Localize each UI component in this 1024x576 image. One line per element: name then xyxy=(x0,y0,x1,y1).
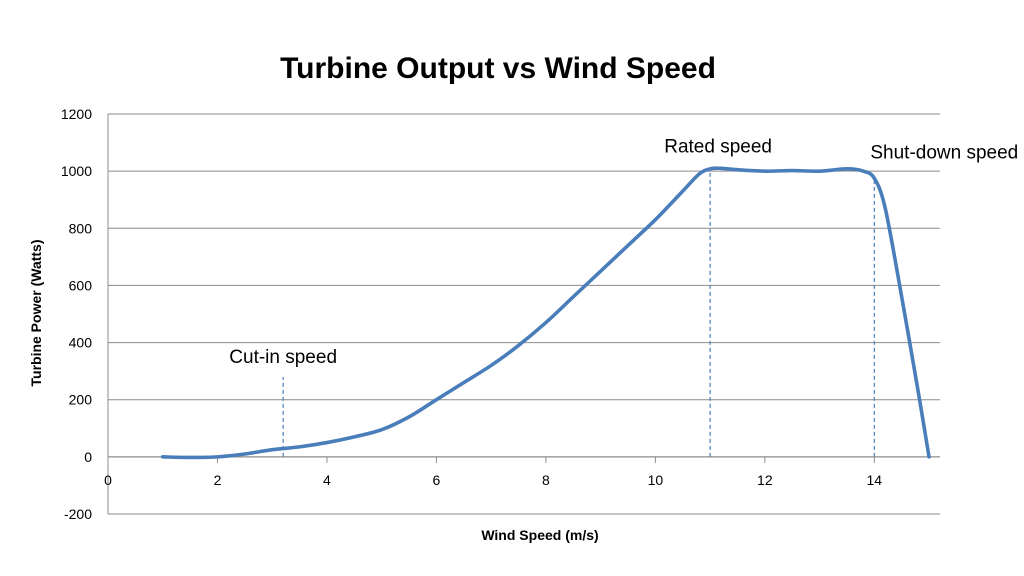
x-tick-label: 0 xyxy=(104,472,112,488)
x-axis-title: Wind Speed (m/s) xyxy=(481,527,598,543)
data-point xyxy=(681,190,684,193)
x-tick-label: 2 xyxy=(214,472,222,488)
data-point xyxy=(572,295,575,298)
data-point xyxy=(763,170,766,173)
data-point xyxy=(517,344,520,347)
y-tick-label: 800 xyxy=(69,220,93,236)
y-tick-label: 1200 xyxy=(61,106,92,122)
y-axis-title: Turbine Power (Watts) xyxy=(28,240,44,387)
data-point xyxy=(435,398,438,401)
data-point xyxy=(243,452,246,455)
data-point xyxy=(216,455,219,458)
x-tick-label: 12 xyxy=(757,472,773,488)
power-curve-line xyxy=(160,166,931,460)
data-point xyxy=(736,168,739,171)
data-point xyxy=(862,170,865,173)
axes xyxy=(107,114,940,514)
data-point xyxy=(544,321,547,324)
y-tick-label: 600 xyxy=(69,277,93,293)
data-point xyxy=(161,455,164,458)
x-tick-label: 4 xyxy=(323,472,331,488)
data-point xyxy=(271,448,274,451)
data-point xyxy=(626,244,629,247)
data-point xyxy=(380,428,383,431)
data-point xyxy=(917,390,920,393)
data-point xyxy=(719,167,722,170)
data-point xyxy=(654,218,657,221)
x-tick-label: 8 xyxy=(542,472,550,488)
annotation-label: Rated speed xyxy=(664,136,772,157)
chart-title: Turbine Output vs Wind Speed xyxy=(280,52,716,85)
data-point xyxy=(407,415,410,418)
data-point xyxy=(791,169,794,172)
data-point xyxy=(818,170,821,173)
y-tick-label: 400 xyxy=(69,335,93,351)
x-tick-label: 14 xyxy=(867,472,883,488)
data-point xyxy=(900,295,903,298)
data-point xyxy=(599,270,602,273)
data-point xyxy=(189,456,192,459)
x-tick-label: 6 xyxy=(433,472,441,488)
y-tick-label: -200 xyxy=(64,506,92,522)
data-point xyxy=(709,167,712,170)
tick-labels: -200 0 200 400 600 800 1000 1200 0 2 4 6 8 10 12 14 xyxy=(61,106,882,522)
data-point xyxy=(698,172,701,175)
x-tick-label: 10 xyxy=(648,472,664,488)
data-point xyxy=(845,167,848,170)
annotation-label: Shut-down speed xyxy=(870,142,1018,163)
y-tick-label: 1000 xyxy=(61,163,92,179)
y-tick-label: 200 xyxy=(69,392,93,408)
data-point xyxy=(462,381,465,384)
data-point xyxy=(325,441,328,444)
data-point xyxy=(873,177,876,180)
data-point xyxy=(927,455,930,458)
annotation-guides: Cut-in speed Rated speed Shut-down speed xyxy=(229,136,1018,457)
data-point xyxy=(884,207,887,210)
data-point xyxy=(353,435,356,438)
data-point xyxy=(490,364,493,367)
data-point xyxy=(298,445,301,448)
annotation-label: Cut-in speed xyxy=(229,347,337,368)
series-layer xyxy=(160,166,931,460)
y-tick-label: 0 xyxy=(84,449,92,465)
